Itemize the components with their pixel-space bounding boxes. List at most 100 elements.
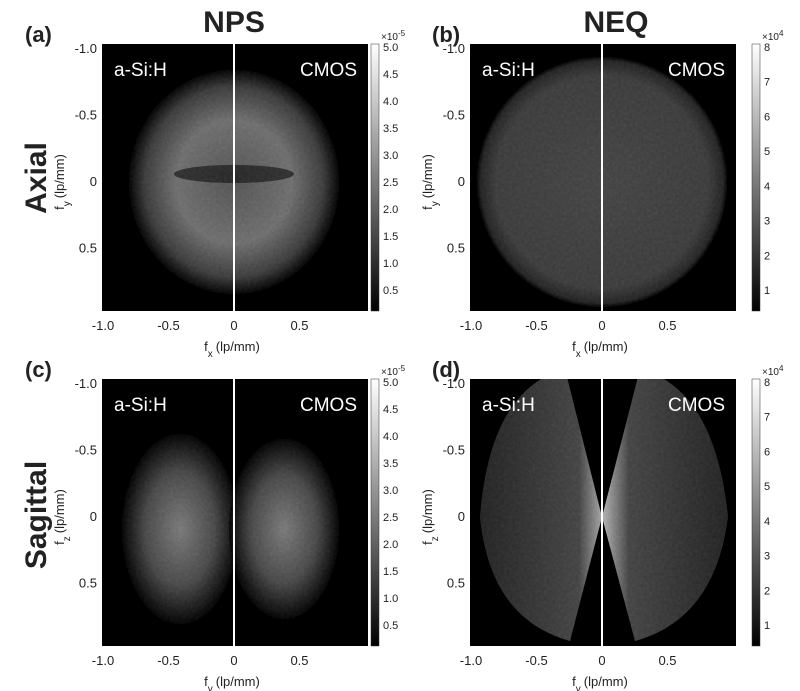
y-tick-label: 0: [458, 174, 465, 189]
x-tick-label: 0.5: [658, 318, 676, 333]
panel-letter: (d): [432, 357, 460, 382]
colorbar-tick-label: 6: [764, 111, 770, 123]
colorbar-tick-label: 2.5: [383, 177, 398, 189]
colorbar-tick-label: 0.5: [383, 285, 398, 297]
colorbar-tick-label: 2.0: [383, 204, 398, 216]
x-tick-label: 0: [230, 653, 237, 668]
axis-label: fz(lp/mm): [52, 489, 73, 545]
x-tick-label: 0.5: [290, 318, 308, 333]
detector-label: a-Si:H: [114, 395, 167, 416]
axis-label: fy(lp/mm): [204, 674, 260, 691]
colorbar-tick-label: 3.0: [383, 485, 398, 497]
spectrum: [480, 379, 728, 641]
image: a-Si:H CMOS: [102, 44, 368, 311]
row-title: Sagittal: [20, 461, 53, 569]
colorbar-exponent: ×10-5: [381, 29, 406, 44]
image-content: [480, 379, 728, 641]
spectrum: [229, 439, 339, 619]
panel: (d) a-Si:H CMOS -1.0 -0.5 0 0.5 -1.0 -0.5 0 0.5 fz(…: [420, 357, 784, 691]
colorbar-tick-label: 5.0: [383, 377, 398, 389]
x-tick-label: -0.5: [157, 653, 179, 668]
x-tick-label: -1.0: [460, 318, 482, 333]
colorbar-tick-label: 3.0: [383, 150, 398, 162]
colorbar: [370, 378, 380, 647]
y-tick-label: 0.5: [79, 241, 97, 256]
axis-label: fy(lp/mm): [52, 154, 73, 210]
x-tick-label: -1.0: [460, 653, 482, 668]
y-tick-label: -0.5: [75, 443, 97, 458]
colorbar-exponent: ×104: [762, 29, 784, 44]
image: a-Si:H CMOS: [470, 379, 736, 646]
x-tick-label: 0: [598, 318, 605, 333]
image: a-Si:H CMOS: [470, 44, 736, 311]
colorbar-tick-label: 6: [764, 446, 770, 458]
x-tick-label: 0: [598, 653, 605, 668]
detector-label: CMOS: [300, 60, 357, 81]
y-tick-label: -0.5: [443, 108, 465, 123]
panel-letter: (c): [25, 357, 52, 382]
x-tick-label: -0.5: [525, 653, 547, 668]
colorbar-tick-label: 1.5: [383, 231, 398, 243]
axis-label: fx (lp/mm): [572, 339, 628, 360]
image: a-Si:H CMOS: [102, 379, 368, 646]
colorbar: [751, 43, 761, 312]
detector-label: CMOS: [668, 60, 725, 81]
y-tick-label: 0: [90, 174, 97, 189]
y-tick-label: 0: [458, 509, 465, 524]
colorbar-tick-label: 3.5: [383, 458, 398, 470]
detector-label: CMOS: [300, 395, 357, 416]
y-tick-label: -1.0: [75, 376, 97, 391]
panel: (a) a-Si:H CMOS -1.0 -0.5 0 0.5 -1.0 -0.5 0 0.5 fy(…: [25, 22, 406, 360]
x-tick-label: -0.5: [157, 318, 179, 333]
colorbar-tick-label: 3: [764, 216, 770, 228]
detector-label: a-Si:H: [114, 60, 167, 81]
x-tick-label: -1.0: [92, 653, 114, 668]
y-tick-label: -1.0: [443, 376, 465, 391]
panel-letter: (b): [432, 22, 460, 47]
colorbar: [751, 378, 761, 647]
colorbar-tick-label: 1.0: [383, 258, 398, 270]
y-tick-label: 0.5: [447, 576, 465, 591]
colorbar-tick-label: 4.0: [383, 431, 398, 443]
colorbar-tick-label: 1.0: [383, 593, 398, 605]
colorbar: [370, 43, 380, 312]
detector-label: a-Si:H: [482, 60, 535, 81]
colorbar-tick-label: 5.0: [383, 42, 398, 54]
panel: (b) a-Si:H CMOS -1.0 -0.5 0 0.5 -1.0 -0.5 0 0.5 fy(…: [420, 22, 784, 360]
y-tick-label: 0: [90, 509, 97, 524]
y-tick-label: 0.5: [79, 576, 97, 591]
colorbar-tick-label: 1.5: [383, 566, 398, 578]
colorbar-tick-label: 4.5: [383, 404, 398, 416]
colorbar-tick-label: 3.5: [383, 123, 398, 135]
y-tick-label: 0.5: [447, 241, 465, 256]
axis-label: fy(lp/mm): [572, 674, 628, 691]
colorbar-tick-label: 2.5: [383, 512, 398, 524]
colorbar-tick-label: 3: [764, 551, 770, 563]
axis-label: fz(lp/mm): [420, 489, 441, 545]
panel: (c) a-Si:H CMOS -1.0 -0.5 0 0.5 -1.0 -0.5 0 0.5 fz(…: [25, 357, 406, 691]
colorbar-tick-label: 1: [764, 285, 770, 297]
colorbar-tick-label: 2: [764, 250, 770, 262]
x-tick-label: -0.5: [525, 318, 547, 333]
colorbar-tick-label: 4.0: [383, 96, 398, 108]
y-tick-label: -1.0: [75, 41, 97, 56]
x-tick-label: -1.0: [92, 318, 114, 333]
spectrum: [122, 434, 238, 624]
x-tick-label: 0.5: [290, 653, 308, 668]
colorbar-exponent: ×104: [762, 364, 784, 379]
detector-label: CMOS: [668, 395, 725, 416]
y-tick-label: -0.5: [75, 108, 97, 123]
colorbar-tick-label: 8: [764, 42, 770, 54]
column-title: NEQ: [583, 6, 648, 39]
column-title: NPS: [203, 6, 265, 39]
panel-letter: (a): [25, 22, 52, 47]
colorbar-tick-label: 5: [764, 481, 770, 493]
colorbar-tick-label: 7: [764, 77, 770, 89]
colorbar-tick-label: 4: [764, 516, 770, 528]
colorbar-tick-label: 5: [764, 146, 770, 158]
axis-label: fy(lp/mm): [420, 154, 441, 210]
colorbar-tick-label: 4: [764, 181, 770, 193]
colorbar-tick-label: 2.0: [383, 539, 398, 551]
y-tick-label: -1.0: [443, 41, 465, 56]
